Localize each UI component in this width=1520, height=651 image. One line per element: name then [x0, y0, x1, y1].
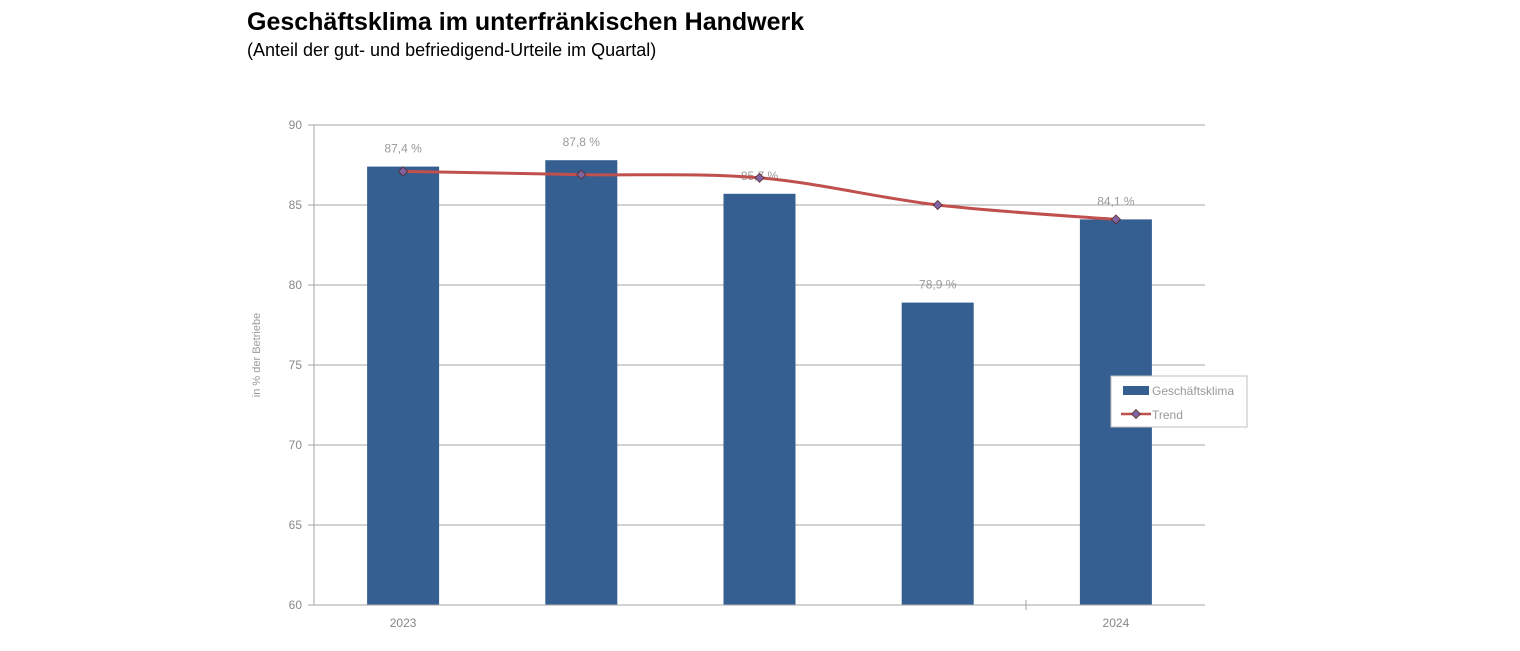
- y-tick-label: 65: [289, 518, 303, 532]
- x-axis: 2023 2024: [314, 600, 1205, 630]
- legend: Geschäftsklima Trend: [1110, 375, 1248, 428]
- bar: [545, 160, 618, 605]
- trend-point-diamond: [932, 199, 943, 211]
- y-axis-ticks: 60 65 70 75 80 85 90: [289, 118, 303, 612]
- y-tick-label: 90: [289, 118, 303, 132]
- y-tick-label: 60: [289, 598, 303, 612]
- data-label: 84,1 %: [1097, 194, 1135, 208]
- trend-line: [398, 166, 1121, 225]
- legend-bar-swatch: [1123, 386, 1149, 395]
- data-label: 87,8 %: [563, 135, 601, 149]
- bars: [367, 160, 1152, 606]
- x-tick-label: 2023: [390, 616, 417, 630]
- x-tick-label: 2024: [1103, 616, 1130, 630]
- bar: [367, 166, 440, 605]
- trend-point-diamond: [398, 166, 409, 177]
- legend-diamond-marker-icon: [1130, 408, 1142, 420]
- y-tick-label: 70: [289, 438, 303, 452]
- y-tick-label: 75: [289, 358, 303, 372]
- bar: [901, 302, 974, 605]
- y-tick-label: 85: [289, 198, 303, 212]
- legend-item-geschaeftsklima: Geschäftsklima: [1152, 384, 1234, 398]
- legend-item-trend: Trend: [1152, 408, 1183, 422]
- data-label: 87,4 %: [384, 142, 422, 156]
- legend-box: [1110, 375, 1248, 428]
- chart-title: Geschäftsklima im unterfränkischen Handw…: [247, 8, 805, 36]
- y-axis-label: in % der Betriebe: [251, 313, 263, 397]
- trend-point-diamond: [1110, 214, 1121, 225]
- trend-point-diamond: [754, 172, 765, 183]
- bar: [723, 193, 796, 606]
- data-labels: 87,4 % 87,8 %85,7 %78,9 %84,1 %: [384, 135, 1134, 291]
- data-label: 78,9 %: [919, 278, 957, 292]
- chart-subtitle: (Anteil der gut- und befriedigend-Urteil…: [247, 40, 657, 60]
- trend-point-diamond: [576, 169, 587, 180]
- y-tick-label: 80: [289, 278, 303, 292]
